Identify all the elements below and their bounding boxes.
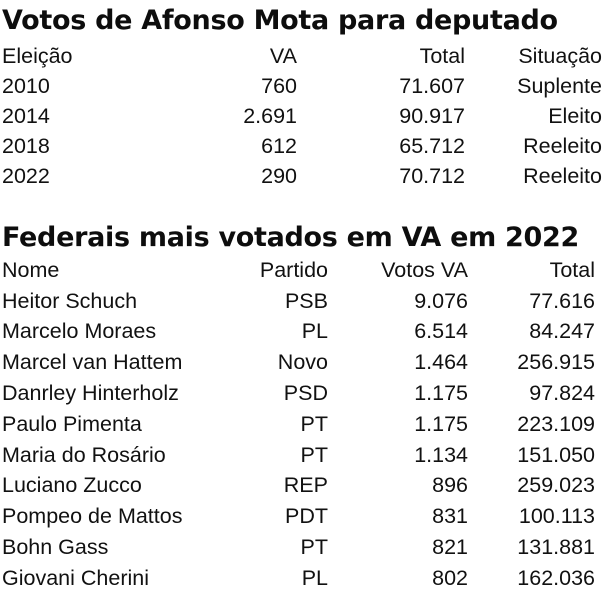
candidate-name: Maria do Rosário: [2, 442, 166, 467]
total-votes: 223.109: [517, 411, 595, 436]
total-votes: 162.036: [517, 565, 595, 590]
afonso-mota-votes-title: Votos de Afonso Mota para deputado: [2, 5, 558, 36]
table-row: Heitor Schuch PSB 9.076 77.616: [2, 286, 595, 317]
va-votes: 896: [432, 473, 468, 498]
va-votes: 1.464: [414, 350, 468, 375]
status: Reeleito: [523, 133, 602, 158]
candidate-name: Bohn Gass: [2, 535, 109, 560]
status: Reeleito: [523, 163, 602, 188]
table-row: Pompeo de Mattos PDT 831 100.113: [2, 501, 595, 532]
total-votes: 131.881: [517, 535, 595, 560]
table-row: Marcelo Moraes PL 6.514 84.247: [2, 317, 595, 348]
party: PT: [300, 442, 328, 467]
candidate-name: Giovani Cherini: [2, 565, 149, 590]
table-row: Bohn Gass PT 821 131.881: [2, 532, 595, 563]
total-votes: 97.824: [529, 381, 595, 406]
total-votes: 100.113: [518, 504, 595, 529]
party: PDT: [285, 504, 328, 529]
va-votes: 2.691: [243, 103, 297, 128]
va-votes: 821: [432, 535, 468, 560]
total-votes: 90.917: [399, 103, 465, 128]
table-row: 2010 760 71.607 Suplente: [2, 71, 602, 101]
election-year: 2010: [2, 73, 50, 98]
party: REP: [283, 473, 328, 498]
party: Novo: [277, 350, 328, 375]
table-row: Marcel van Hattem Novo 1.464 256.915: [2, 347, 595, 378]
table-header-row: Nome Partido Votos VA Total: [2, 255, 595, 286]
table-row: 2022 290 70.712 Reeleito: [2, 161, 602, 191]
top-federal-deputies-table: Nome Partido Votos VA Total Heitor Schuc…: [2, 255, 595, 594]
status: Eleito: [548, 103, 602, 128]
table-row: Luciano Zucco REP 896 259.023: [2, 471, 595, 502]
va-votes: 1.175: [414, 381, 468, 406]
va-votes: 9.076: [414, 288, 468, 313]
party: PT: [300, 411, 328, 436]
total-votes: 84.247: [529, 319, 595, 344]
total-votes: 70.712: [399, 163, 465, 188]
top-federal-deputies-title: Federais mais votados em VA em 2022: [2, 222, 579, 253]
total-votes: 71.607: [399, 73, 465, 98]
va-votes: 760: [261, 73, 297, 98]
party: PSD: [283, 381, 328, 406]
candidate-name: Luciano Zucco: [2, 473, 142, 498]
va-votes: 1.175: [414, 411, 468, 436]
table-row: 2018 612 65.712 Reeleito: [2, 131, 602, 161]
table-row: Danrley Hinterholz PSD 1.175 97.824: [2, 378, 595, 409]
election-year: 2022: [2, 163, 50, 188]
table-row: 2014 2.691 90.917 Eleito: [2, 101, 602, 131]
party: PSB: [284, 288, 328, 313]
party: PL: [301, 565, 328, 590]
header-name: Nome: [2, 257, 60, 282]
status: Suplente: [517, 73, 602, 98]
total-votes: 65.712: [399, 133, 465, 158]
table-row: Paulo Pimenta PT 1.175 223.109: [2, 409, 595, 440]
va-votes: 831: [432, 504, 468, 529]
header-va: VA: [269, 43, 297, 68]
header-status: Situação: [518, 43, 602, 68]
election-year: 2014: [2, 103, 50, 128]
header-va-votes: Votos VA: [381, 257, 468, 282]
table-row: Maria do Rosário PT 1.134 151.050: [2, 440, 595, 471]
va-votes: 612: [261, 133, 297, 158]
election-year: 2018: [2, 133, 50, 158]
va-votes: 6.514: [414, 319, 468, 344]
table-header-row: Eleição VA Total Situação: [2, 41, 602, 71]
header-total: Total: [549, 257, 595, 282]
header-election: Eleição: [2, 43, 73, 68]
header-total: Total: [419, 43, 465, 68]
total-votes: 151.050: [517, 442, 595, 467]
total-votes: 259.023: [517, 473, 595, 498]
total-votes: 256.915: [517, 350, 595, 375]
party: PT: [300, 535, 328, 560]
va-votes: 290: [261, 163, 297, 188]
total-votes: 77.616: [529, 288, 595, 313]
candidate-name: Pompeo de Mattos: [2, 504, 183, 529]
va-votes: 802: [432, 565, 468, 590]
party: PL: [301, 319, 328, 344]
afonso-mota-votes-table: Eleição VA Total Situação 2010 760 71.60…: [2, 41, 602, 191]
header-party: Partido: [259, 257, 328, 282]
table-row: Giovani Cherini PL 802 162.036: [2, 563, 595, 594]
candidate-name: Heitor Schuch: [2, 288, 138, 313]
candidate-name: Marcelo Moraes: [2, 319, 157, 344]
candidate-name: Danrley Hinterholz: [2, 381, 179, 406]
candidate-name: Marcel van Hattem: [2, 350, 183, 375]
va-votes: 1.134: [414, 442, 468, 467]
candidate-name: Paulo Pimenta: [2, 411, 142, 436]
